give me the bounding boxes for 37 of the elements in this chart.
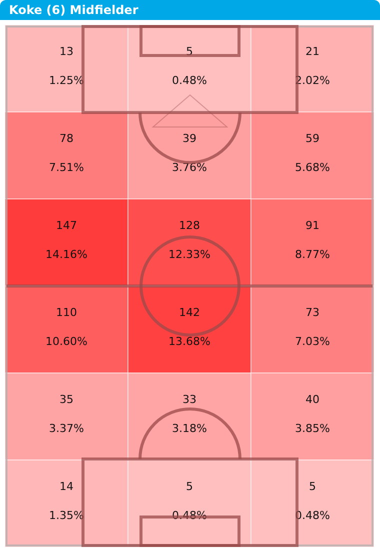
annotation: 13.68% [168, 334, 210, 348]
data-label: 5 [186, 480, 193, 493]
annotation: 3.37% [49, 422, 84, 435]
data-label: 40 [306, 392, 320, 406]
annotation: 3.85% [295, 422, 330, 435]
data-label: 128 [179, 218, 200, 232]
annotation: 8.77% [295, 248, 330, 261]
annotation: 0.48% [172, 508, 207, 522]
data-label: 142 [179, 306, 200, 319]
annotation: 3.18% [172, 422, 207, 435]
annotation: 3.76% [172, 160, 207, 174]
data-label: 35 [60, 392, 74, 406]
annotation: 2.02% [295, 74, 330, 87]
annotation: 14.16% [46, 248, 88, 261]
data-label: 91 [306, 218, 320, 232]
annotation: 5.68% [295, 160, 330, 174]
data-label: 110 [56, 306, 77, 319]
annotation: 0.48% [295, 508, 330, 522]
data-label: 59 [306, 132, 320, 145]
annotation: 7.03% [295, 334, 330, 348]
chart-title: Koke (6) Midfielder [0, 0, 380, 20]
data-label: 5 [186, 44, 193, 58]
annotation: 7.51% [49, 160, 84, 174]
annotation: 10.60% [46, 334, 88, 348]
annotation: 0.48% [172, 74, 207, 87]
annotation: 12.33% [168, 248, 210, 261]
data-label: 147 [56, 218, 77, 232]
data-label: 13 [60, 44, 74, 58]
annotation: 1.25% [49, 74, 84, 87]
data-label: 21 [306, 44, 320, 58]
data-label: 78 [60, 132, 74, 145]
data-label: 39 [182, 132, 196, 145]
data-label: 5 [309, 480, 316, 493]
data-label: 14 [60, 480, 74, 493]
data-label: 33 [182, 392, 196, 406]
data-label: 73 [306, 306, 320, 319]
annotation: 1.35% [49, 508, 84, 522]
